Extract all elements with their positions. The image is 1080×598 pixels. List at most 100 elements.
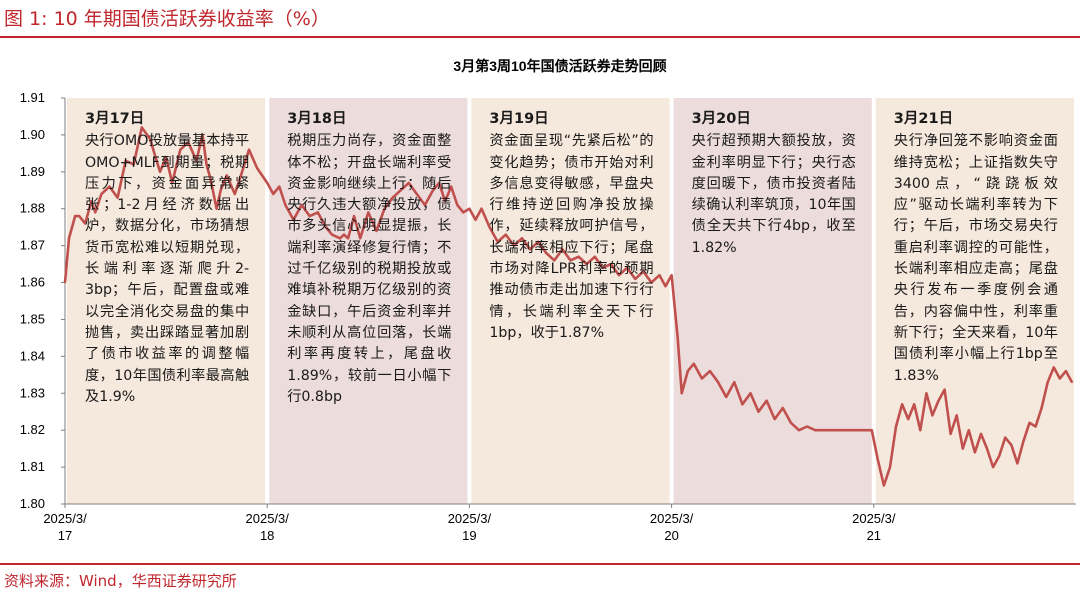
data-point xyxy=(701,377,703,380)
y-tick-label: 1.89 xyxy=(20,164,45,179)
data-point xyxy=(798,429,800,432)
y-tick-label: 1.87 xyxy=(20,238,45,253)
y-tick-label: 1.80 xyxy=(20,496,45,511)
data-point xyxy=(219,189,222,192)
data-point xyxy=(725,396,728,398)
data-point xyxy=(980,432,982,435)
day-band-4 xyxy=(673,98,872,504)
data-point xyxy=(642,270,645,273)
data-point xyxy=(124,159,127,162)
data-point xyxy=(474,218,477,221)
data-point xyxy=(1052,366,1055,369)
data-point xyxy=(149,137,151,140)
data-point xyxy=(862,429,865,432)
data-point xyxy=(68,237,70,240)
data-point xyxy=(545,252,548,254)
annotation-day-4: 3月20日 央行超预期大额投放，资金利率明显下行；央行态度回暖下，债市投资者陆续确… xyxy=(692,109,856,259)
data-point xyxy=(308,215,311,218)
data-point xyxy=(496,241,499,243)
data-point xyxy=(78,215,81,218)
data-point xyxy=(749,392,752,395)
data-point xyxy=(324,226,327,229)
data-point xyxy=(686,370,689,373)
data-point xyxy=(450,185,453,188)
annotation-text: 央行超预期大额投放，资金利率明显下行；央行态度回暖下，债市投资者陆续确认利率筑顶… xyxy=(691,133,856,256)
data-point xyxy=(913,403,916,406)
data-point xyxy=(1004,436,1007,439)
data-point xyxy=(444,200,447,203)
data-point xyxy=(84,222,87,225)
data-point xyxy=(94,211,97,214)
data-point xyxy=(225,174,228,177)
data-point xyxy=(284,204,287,206)
data-point xyxy=(553,259,556,262)
data-point xyxy=(353,215,356,218)
data-point xyxy=(537,241,540,243)
y-tick-label: 1.85 xyxy=(20,311,45,326)
data-point xyxy=(462,211,465,214)
data-point xyxy=(521,237,523,240)
annotation-day-2: 3月18日 税期压力尚存，资金面整体不松；开盘长端利率受资金影响继续上行；随后央行… xyxy=(287,109,451,408)
data-point xyxy=(240,174,242,177)
data-point xyxy=(424,204,426,206)
footer-rule xyxy=(0,563,1080,565)
data-point xyxy=(64,281,66,284)
data-point xyxy=(895,425,897,428)
data-point xyxy=(974,451,976,454)
annotation-date: 3月17日 xyxy=(85,111,145,127)
data-point xyxy=(171,181,174,184)
data-point xyxy=(585,263,588,265)
y-tick-label: 1.82 xyxy=(20,422,45,437)
data-point xyxy=(967,429,970,432)
data-point xyxy=(733,381,736,384)
data-point xyxy=(717,381,720,384)
data-point xyxy=(132,163,135,166)
data-point xyxy=(480,207,483,210)
data-point xyxy=(367,211,370,214)
day-band-1 xyxy=(67,98,266,504)
data-point xyxy=(359,237,362,240)
data-point xyxy=(822,429,825,432)
data-point xyxy=(670,274,673,277)
annotation-date: 3月19日 xyxy=(489,111,549,127)
data-point xyxy=(159,170,161,173)
y-tick-label: 1.88 xyxy=(20,201,45,216)
data-point xyxy=(391,196,394,199)
data-point xyxy=(272,193,275,195)
annotation-day-5: 3月21日央行净回笼不影响资金面维持宽松；上证指数失守3400点，“跷跷板效应”… xyxy=(894,109,1058,387)
header-rule xyxy=(0,36,1080,38)
data-point xyxy=(1028,421,1031,424)
data-point xyxy=(248,148,250,151)
x-tick-label: 2025/3/20 xyxy=(650,511,694,543)
data-point xyxy=(634,277,637,280)
data-point xyxy=(854,429,857,432)
data-point xyxy=(233,193,236,195)
data-point xyxy=(955,414,958,417)
data-point xyxy=(266,181,269,184)
data-point xyxy=(870,429,873,432)
data-point xyxy=(741,403,744,406)
data-point xyxy=(1046,381,1049,384)
data-point xyxy=(943,388,946,391)
day-band-5 xyxy=(875,98,1074,504)
data-point xyxy=(610,263,612,265)
data-point xyxy=(889,466,891,468)
annotation-date: 3月21日 xyxy=(893,111,954,127)
data-point xyxy=(846,429,849,432)
data-point xyxy=(205,163,208,166)
data-point xyxy=(399,189,402,192)
data-point xyxy=(998,455,1001,457)
data-point xyxy=(300,204,303,206)
data-point xyxy=(529,248,531,251)
data-point xyxy=(1034,425,1037,428)
source-note: 资料来源：Wind，华西证券研究所 xyxy=(4,572,237,590)
data-point xyxy=(961,447,964,450)
figure-title: 图 1: 10 年期国债活跃券收益率（%） xyxy=(4,8,330,30)
data-point xyxy=(215,207,218,210)
data-point xyxy=(140,126,143,129)
annotation-day-1: 3月17日 央行OMO投放量基本持平OMO+MLF到期量；税期压力下，资金面异常紧… xyxy=(85,109,249,408)
data-point xyxy=(90,200,93,203)
data-point xyxy=(1071,381,1073,384)
data-point xyxy=(680,392,683,395)
annotation-text: 央行净回笼不影响资金面维持宽松；上证指数失守3400点，“跷跷板效应”驱动长端利… xyxy=(893,133,1058,384)
